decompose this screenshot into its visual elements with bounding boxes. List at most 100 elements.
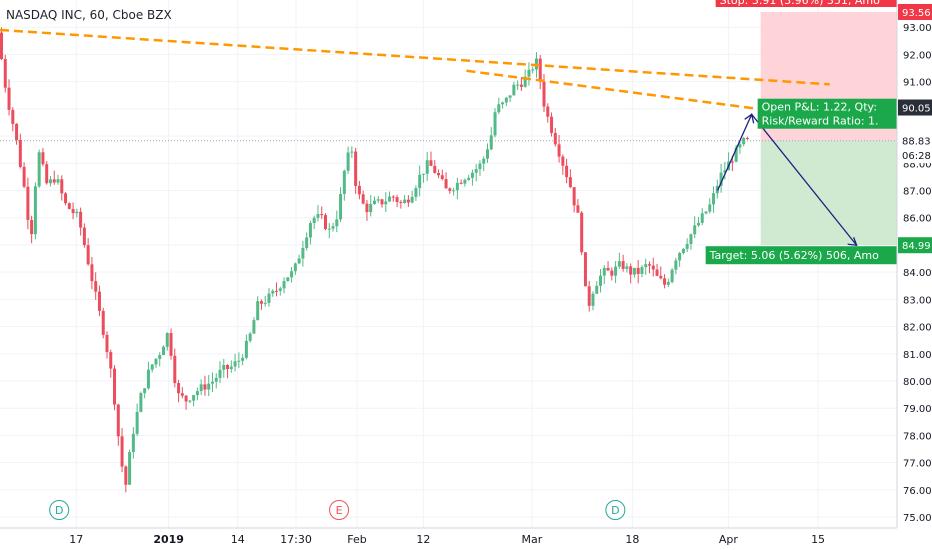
time-axis[interactable]: 17 2019 14 17:30 Feb 12 Mar 18 Apr 15: [0, 527, 932, 550]
candle-body: [440, 175, 444, 180]
earnings-marker-circle: [329, 500, 350, 520]
price-axis[interactable]: 75.00 76.00 77.00 78.00 79.00 80.00 81.00 82.00…: [896, 0, 932, 550]
y-tick-label: 91.00: [903, 78, 932, 89]
price-label-bg: [898, 237, 932, 254]
candle-body: [354, 151, 358, 186]
candle-body: [504, 97, 508, 103]
x-tick-label: Mar: [522, 533, 543, 546]
candle-body: [448, 188, 452, 191]
price-label: 06:28: [902, 151, 931, 162]
candle-body: [361, 194, 365, 204]
candle-body: [463, 179, 467, 184]
candle-body: [97, 291, 101, 311]
y-tick-label: 80.00: [903, 377, 932, 388]
candle-body: [60, 179, 64, 194]
trendlines[interactable]: [0, 28, 830, 111]
candle-body: [252, 320, 256, 334]
candle-body: [113, 368, 117, 405]
candle-body: [696, 222, 700, 226]
candle-body: [542, 81, 546, 107]
price-label-bg: [898, 3, 932, 20]
candle-body: [0, 32, 3, 60]
y-tick-label: 83.00: [903, 295, 932, 306]
candle-body: [90, 264, 94, 282]
candle-body: [376, 199, 380, 201]
candle-body: [632, 267, 636, 275]
candle-body: [674, 260, 678, 270]
target-badge: Target: 5.06 (5.62%) 506, Amo: [709, 249, 879, 262]
candle-body: [715, 185, 719, 194]
dividend-marker: D: [611, 504, 619, 517]
candle-body: [263, 302, 267, 304]
candle-body: [233, 361, 237, 367]
candle-body: [719, 172, 723, 186]
candle-body: [738, 144, 742, 148]
candle-body: [26, 186, 30, 220]
candle-body: [94, 281, 98, 292]
x-tick-label: 17:30: [280, 533, 312, 546]
candle-body: [52, 179, 56, 183]
candle-body: [391, 196, 395, 198]
candle-body: [275, 290, 279, 292]
arrow-head: [847, 236, 858, 246]
candle-body: [116, 404, 120, 437]
candle-body: [248, 333, 252, 341]
candle-body: [425, 160, 429, 174]
x-tick-label: 17: [69, 533, 83, 546]
candle-body: [482, 158, 486, 164]
y-tick-label: 78.00: [903, 431, 932, 442]
candle-body: [455, 182, 459, 191]
candle-body: [256, 301, 260, 321]
candle-body: [135, 411, 139, 434]
candle-body: [444, 179, 448, 189]
candle-body: [316, 214, 320, 218]
candle-body: [128, 452, 132, 485]
candle-body: [120, 436, 124, 467]
y-tick-label: 86.00: [903, 214, 932, 225]
candle-body: [403, 199, 407, 203]
candle-body: [320, 214, 324, 216]
arrow-head: [744, 113, 755, 124]
candle-body: [557, 144, 561, 157]
candle-body: [636, 267, 640, 274]
y-tick-label: 76.00: [903, 486, 932, 497]
rr-label: Risk/Reward Ratio: 1.: [762, 115, 879, 128]
candle-body: [497, 104, 501, 113]
price-axis-bg: [897, 0, 932, 550]
candle-body: [146, 369, 150, 389]
candle-body: [222, 364, 226, 370]
candle-body: [11, 109, 15, 124]
candle-body: [226, 364, 230, 370]
y-tick-label: 88.00: [903, 159, 932, 170]
target-badge-bg: [705, 246, 897, 265]
projection-arrow[interactable]: [717, 113, 858, 246]
candle-body: [606, 267, 610, 271]
candle-body: [143, 388, 147, 394]
candle-body: [278, 288, 282, 291]
y-tick-label: 82.00: [903, 323, 932, 334]
candle-body: [105, 334, 109, 353]
candle-body: [180, 393, 184, 396]
price-label: 84.99: [902, 241, 931, 252]
candle-body: [388, 196, 392, 202]
candle-body: [203, 384, 207, 390]
candle-body: [437, 172, 441, 176]
candle-body: [742, 138, 746, 145]
candle-body: [195, 391, 199, 396]
candle-body: [335, 219, 339, 227]
candle-body: [22, 166, 26, 187]
x-tick-label: 12: [416, 533, 430, 546]
trendline: [0, 28, 830, 86]
y-tick-label: 92.00: [903, 50, 932, 61]
candle-body: [267, 293, 271, 303]
candle-body: [290, 271, 294, 278]
candle-body: [474, 169, 478, 173]
candle-body: [414, 188, 418, 197]
candle-body: [297, 258, 301, 264]
candle-body: [158, 355, 162, 359]
candle-body: [342, 170, 346, 194]
candle-body: [595, 285, 599, 294]
candle-body: [259, 301, 263, 304]
